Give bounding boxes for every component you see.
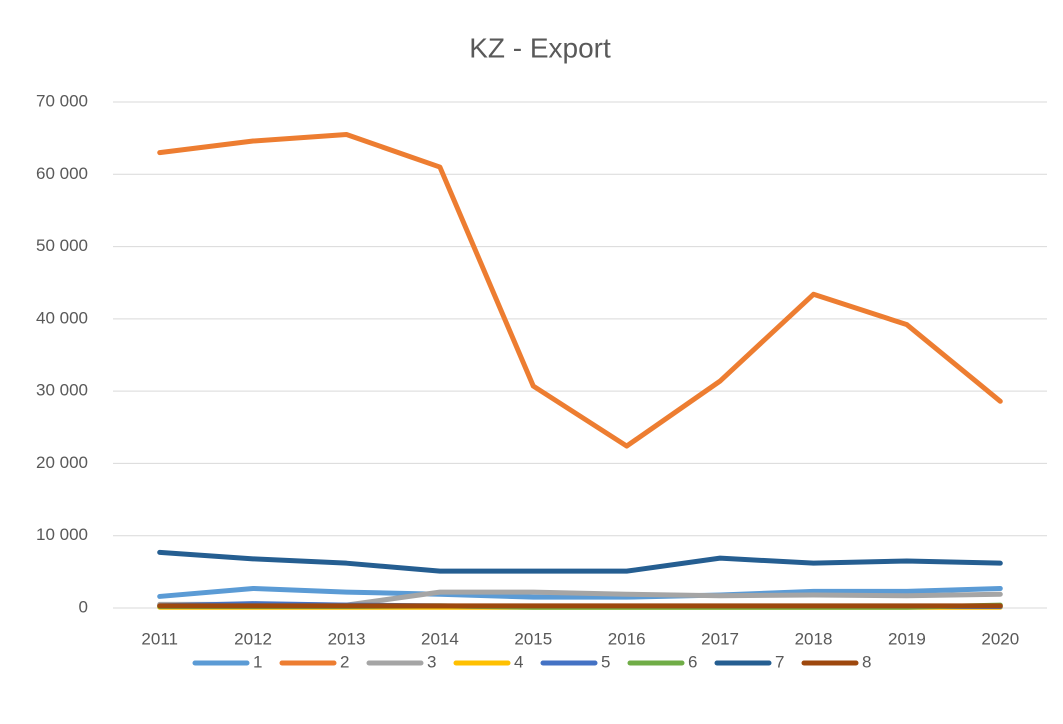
y-tick-label: 10 000 [36, 525, 88, 544]
y-tick-label: 40 000 [36, 308, 88, 327]
x-tick-label: 2020 [981, 629, 1019, 648]
y-tick-label: 70 000 [36, 91, 88, 110]
y-tick-label: 50 000 [36, 236, 88, 255]
x-tick-label: 2011 [141, 629, 178, 648]
legend-label: 4 [514, 652, 523, 671]
legend-label: 5 [601, 652, 610, 671]
chart-title: KZ - Export [469, 32, 611, 63]
x-tick-label: 2016 [608, 629, 646, 648]
x-tick-label: 2012 [234, 629, 272, 648]
y-tick-label: 60 000 [36, 164, 88, 183]
y-tick-label: 0 [79, 597, 88, 616]
legend-label: 2 [340, 652, 349, 671]
x-tick-label: 2014 [421, 629, 459, 648]
x-tick-label: 2018 [795, 629, 833, 648]
x-tick-label: 2015 [514, 629, 552, 648]
x-tick-label: 2013 [328, 629, 366, 648]
y-tick-label: 20 000 [36, 453, 88, 472]
x-tick-label: 2017 [701, 629, 739, 648]
y-tick-label: 30 000 [36, 381, 88, 400]
series-line [157, 549, 1003, 574]
legend-label: 8 [862, 652, 871, 671]
x-tick-label: 2019 [888, 629, 926, 648]
legend-label: 6 [688, 652, 697, 671]
legend-label: 3 [427, 652, 436, 671]
series-line [157, 585, 1003, 600]
legend-label: 1 [253, 652, 262, 671]
series-line [157, 132, 1003, 449]
legend-label: 7 [775, 652, 784, 671]
